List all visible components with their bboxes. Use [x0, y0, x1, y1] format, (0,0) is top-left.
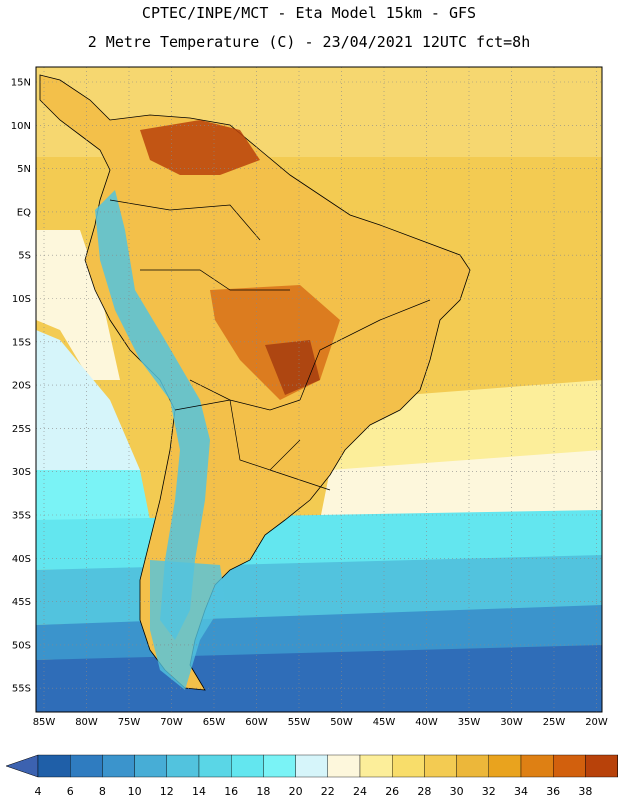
lon-label: 20W [585, 717, 608, 728]
colorbar-swatch [424, 754, 457, 778]
ocean-band-pacific-light [36, 330, 140, 470]
country-borders [109, 199, 431, 491]
lon-label: 55W [288, 717, 311, 728]
hottest-core [265, 340, 320, 395]
lat-label: 20S [12, 381, 31, 392]
andes-cold-strip [95, 190, 210, 640]
colorbar-tick-label: 4 [35, 785, 42, 798]
map-title-line-2: 2 Metre Temperature (C) - 23/04/2021 12U… [87, 33, 531, 51]
ocean-band-pacific-cyan [36, 470, 150, 520]
lon-label: 40W [415, 717, 438, 728]
colorbar-tick-label: 30 [450, 785, 464, 798]
lon-label: 65W [203, 717, 226, 728]
colorbar-swatch [392, 754, 425, 778]
colorbar-tick-label: 32 [482, 785, 496, 798]
lat-label: 50S [12, 640, 31, 651]
colorbar-tick-label: 28 [417, 785, 431, 798]
latitude-labels: 15N 10N 5N EQ 5S 10S 15S 20S 25S 30S 35S 40S 45S 50S 5… [11, 78, 31, 695]
colorbar-tick-label: 20 [289, 785, 303, 798]
colorbar: 4 6 8 10 12 14 16 18 20 22 24 26 28 30 32 34 36 38 [5, 754, 618, 798]
colorbar-tick-label: 8 [99, 785, 106, 798]
lat-label: 10S [12, 294, 31, 305]
lat-label: 5S [18, 251, 31, 262]
longitude-labels: 85W 80W 75W 70W 65W 60W 55W 50W 45W 40W 35W 30W 25W 2… [33, 717, 608, 728]
lon-label: 80W [75, 717, 98, 728]
lon-label: 85W [33, 717, 56, 728]
lon-label: 35W [458, 717, 481, 728]
colorbar-tick-label: 24 [353, 785, 367, 798]
lon-label: 75W [118, 717, 141, 728]
colorbar-swatch [230, 754, 264, 778]
lon-label: 60W [245, 717, 268, 728]
lat-label: 55S [12, 684, 31, 695]
colorbar-tick-label: 6 [67, 785, 74, 798]
colorbar-tick-label: 14 [192, 785, 206, 798]
colorbar-swatch [134, 754, 168, 778]
colorbar-tick-label: 36 [546, 785, 560, 798]
map-title-line-1: CPTEC/INPE/MCT - Eta Model 15km - GFS [141, 4, 477, 22]
colorbar-low-arrow [5, 754, 39, 778]
lat-label: 25S [12, 424, 31, 435]
lat-label: 10N [11, 121, 31, 132]
lat-label: 15S [12, 337, 31, 348]
ocean-field [36, 67, 602, 712]
patagonia-cold [150, 560, 225, 690]
colorbar-swatch [263, 754, 296, 778]
lat-label: 45S [12, 597, 31, 608]
lat-label: 35S [12, 511, 31, 522]
lat-label: 5N [17, 164, 31, 175]
colorbar-swatch [327, 754, 361, 778]
lat-label: 15N [11, 78, 31, 89]
lon-label: 70W [160, 717, 183, 728]
lon-label: 25W [543, 717, 566, 728]
lon-label: 30W [500, 717, 523, 728]
lon-label: 50W [330, 717, 353, 728]
colorbar-swatch [295, 754, 329, 778]
lat-label: 40S [12, 554, 31, 565]
lat-label: EQ [17, 207, 31, 218]
colorbar-swatch [69, 754, 103, 778]
colorbar-swatch [456, 754, 490, 778]
colorbar-swatch [37, 754, 71, 778]
colorbar-swatch [520, 754, 554, 778]
colorbar-tick-label: 10 [128, 785, 142, 798]
ocean-band-atlantic-pale [320, 450, 602, 520]
lat-label: 30S [12, 467, 31, 478]
colorbar-tick-label: 18 [256, 785, 270, 798]
colorbar-tick-label: 26 [385, 785, 399, 798]
continent-south-america [39, 74, 471, 691]
colorbar-tick-label: 22 [321, 785, 335, 798]
colorbar-tick-label: 12 [160, 785, 174, 798]
colorbar-swatch [488, 754, 522, 778]
colorbar-swatch [102, 754, 135, 778]
lon-label: 45W [373, 717, 396, 728]
colorbar-swatch [585, 754, 618, 778]
colorbar-swatch [553, 754, 586, 778]
colorbar-tick-label: 16 [224, 785, 238, 798]
colorbar-tick-label: 38 [578, 785, 592, 798]
colorbar-swatch [166, 754, 200, 778]
colorbar-swatch [198, 754, 232, 778]
colorbar-tick-label: 34 [514, 785, 528, 798]
colorbar-swatch [359, 754, 393, 778]
ocean-band-pacific-pale [36, 230, 120, 380]
hot-region-north [140, 120, 260, 175]
plot-frame [35, 66, 603, 713]
